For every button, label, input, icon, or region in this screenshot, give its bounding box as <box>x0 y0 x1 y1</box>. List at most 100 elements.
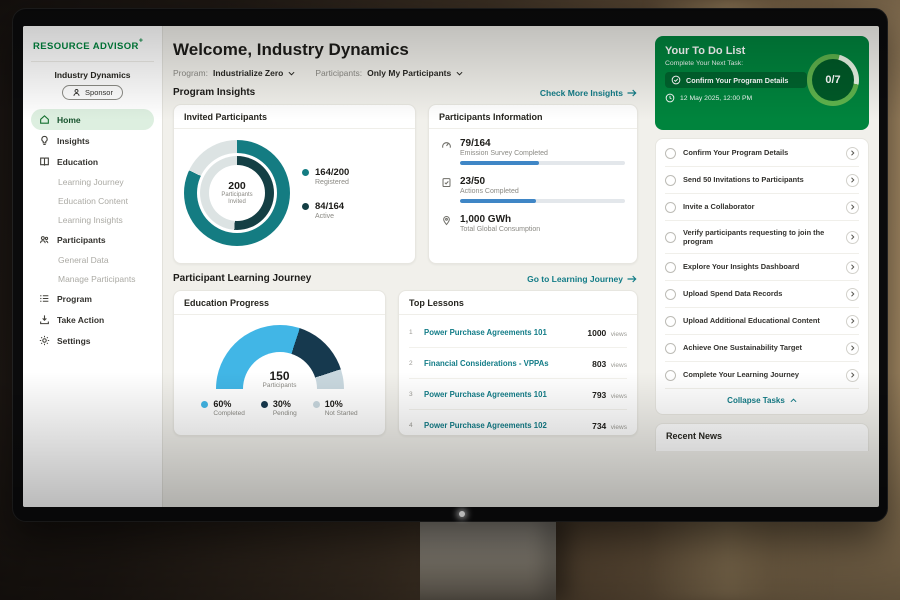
task-checkbox[interactable] <box>665 147 676 159</box>
check-more-insights-link[interactable]: Check More Insights <box>540 88 637 98</box>
task-row[interactable]: Explore Your Insights Dashboard <box>665 254 859 282</box>
lesson-link[interactable]: Power Purchase Agreements 102 <box>424 421 584 430</box>
power-led <box>459 511 465 517</box>
chevron-right-icon[interactable] <box>846 260 859 274</box>
todo-panel: Your To Do List Complete Your Next Task:… <box>647 26 879 507</box>
download-icon <box>39 314 50 325</box>
info-progress-fill <box>460 199 536 203</box>
filter-bar: Program: Industrialize Zero Participants… <box>173 68 639 78</box>
task-row[interactable]: Upload Additional Educational Content <box>665 308 859 336</box>
donut-center-label: Participants Invited <box>215 192 259 207</box>
chevron-right-icon[interactable] <box>846 287 859 301</box>
emission-survey-icon <box>441 139 452 150</box>
card-title: Education Progress <box>174 291 385 315</box>
todo-title: Your To Do List <box>665 45 859 57</box>
task-checkbox[interactable] <box>665 288 676 300</box>
chevron-down-icon <box>288 70 295 77</box>
sidebar-item-participants[interactable]: Participants <box>31 229 154 250</box>
main-content: Welcome, Industry Dynamics Program: Indu… <box>163 26 647 507</box>
legend-dot <box>302 168 309 176</box>
lesson-row: 1 Power Purchase Agreements 101 1000 vie… <box>409 317 627 348</box>
actions-progress-bar <box>460 199 625 203</box>
go-to-learning-journey-link[interactable]: Go to Learning Journey <box>527 274 637 284</box>
education-progress-gauge: 150 Participants <box>215 325 344 389</box>
chevron-right-icon[interactable] <box>846 230 859 244</box>
sidebar-item-education-content[interactable]: Education Content <box>31 191 154 210</box>
todo-subtitle: Complete Your Next Task: <box>665 60 859 67</box>
task-checkbox[interactable] <box>665 369 676 381</box>
sidebar-item-manage-participants[interactable]: Manage Participants <box>31 269 154 288</box>
task-checkbox[interactable] <box>665 342 676 354</box>
person-icon <box>72 88 81 97</box>
people-icon <box>39 234 50 245</box>
donut-legend: 164/200 Registered 84/164 Active <box>302 167 349 220</box>
task-row[interactable]: Complete Your Learning Journey <box>665 362 859 390</box>
lesson-link[interactable]: Power Purchase Agreements 101 <box>424 390 584 399</box>
brand-text: RESOURCE ADVISOR <box>33 41 139 52</box>
task-row[interactable]: Invite a Collaborator <box>665 194 859 221</box>
clock-icon <box>665 93 675 103</box>
task-checkbox[interactable] <box>665 174 676 186</box>
task-row[interactable]: Verify participants requesting to join t… <box>665 221 859 255</box>
participants-dropdown[interactable]: Only My Participants <box>367 68 463 78</box>
participants-filter-label: Participants: <box>315 68 362 78</box>
chevron-right-icon[interactable] <box>846 173 859 187</box>
task-row[interactable]: Send 50 Invitations to Participants <box>665 167 859 194</box>
account-name: Industry Dynamics <box>31 70 154 80</box>
check-circle-icon <box>671 75 681 85</box>
invited-participants-card: Invited Participants 200 Participants In… <box>173 104 416 264</box>
sidebar-item-education[interactable]: Education <box>31 151 154 172</box>
sidebar-item-learning-insights[interactable]: Learning Insights <box>31 210 154 229</box>
chevron-right-icon[interactable] <box>846 200 859 214</box>
task-checkbox[interactable] <box>665 261 676 273</box>
monitor-stand <box>420 518 556 600</box>
task-row[interactable]: Achieve One Sustainability Target <box>665 335 859 363</box>
home-icon <box>39 114 50 125</box>
top-lessons-card: Top Lessons 1 Power Purchase Agreements … <box>398 290 638 436</box>
participants-information-card: Participants Information 79/164 Emission… <box>428 104 638 264</box>
task-row[interactable]: Upload Spend Data Records <box>665 281 859 309</box>
list-icon <box>39 293 50 304</box>
sidebar-item-learning-journey[interactable]: Learning Journey <box>31 172 154 191</box>
chevron-down-icon <box>456 70 463 77</box>
task-checkbox[interactable] <box>665 315 676 327</box>
legend-dot <box>302 202 309 210</box>
program-dropdown[interactable]: Industrialize Zero <box>213 68 295 78</box>
sidebar-item-settings[interactable]: Settings <box>31 330 154 351</box>
brand-plus: + <box>139 38 143 45</box>
lesson-link[interactable]: Financial Considerations - VPPAs <box>424 359 584 368</box>
section-learning-journey: Participant Learning Journey <box>173 273 311 284</box>
legend-registered: 164/200 Registered <box>302 167 349 186</box>
chevron-right-icon[interactable] <box>846 341 859 355</box>
sidebar-item-program[interactable]: Program <box>31 288 154 309</box>
survey-progress-bar <box>460 161 625 165</box>
card-title: Invited Participants <box>174 105 415 129</box>
sidebar-item-home[interactable]: Home <box>31 109 154 130</box>
app-logo: RESOURCE ADVISOR+ <box>31 34 154 62</box>
chevron-right-icon[interactable] <box>846 314 859 328</box>
lightbulb-icon <box>39 135 50 146</box>
monitor: RESOURCE ADVISOR+ Industry Dynamics Spon… <box>12 8 888 522</box>
todo-summary-card: Your To Do List Complete Your Next Task:… <box>655 36 869 130</box>
next-task-button[interactable]: Confirm Your Program Details <box>665 72 807 88</box>
invited-participants-donut: 200 Participants Invited <box>184 140 290 246</box>
lesson-link[interactable]: Power Purchase Agreements 101 <box>424 328 579 337</box>
lesson-row: 4 Power Purchase Agreements 102 734 view… <box>409 410 627 435</box>
task-list-card: Confirm Your Program Details Send 50 Inv… <box>655 138 869 416</box>
sponsor-badge[interactable]: Sponsor <box>62 85 123 100</box>
task-row[interactable]: Confirm Your Program Details <box>665 140 859 167</box>
task-checkbox[interactable] <box>665 231 676 243</box>
program-filter-label: Program: <box>173 68 208 78</box>
sidebar-item-insights[interactable]: Insights <box>31 130 154 151</box>
recent-news-card: Recent News <box>655 423 869 452</box>
task-checkbox[interactable] <box>665 201 676 213</box>
sidebar-item-take-action[interactable]: Take Action <box>31 309 154 330</box>
collapse-tasks-button[interactable]: Collapse Tasks <box>665 389 859 413</box>
chevron-right-icon[interactable] <box>846 368 859 382</box>
todo-progress-count: 0/7 <box>812 59 854 101</box>
todo-progress-ring: 0/7 <box>807 54 859 106</box>
sidebar-item-general-data[interactable]: General Data <box>31 250 154 269</box>
chevron-right-icon[interactable] <box>846 146 859 160</box>
